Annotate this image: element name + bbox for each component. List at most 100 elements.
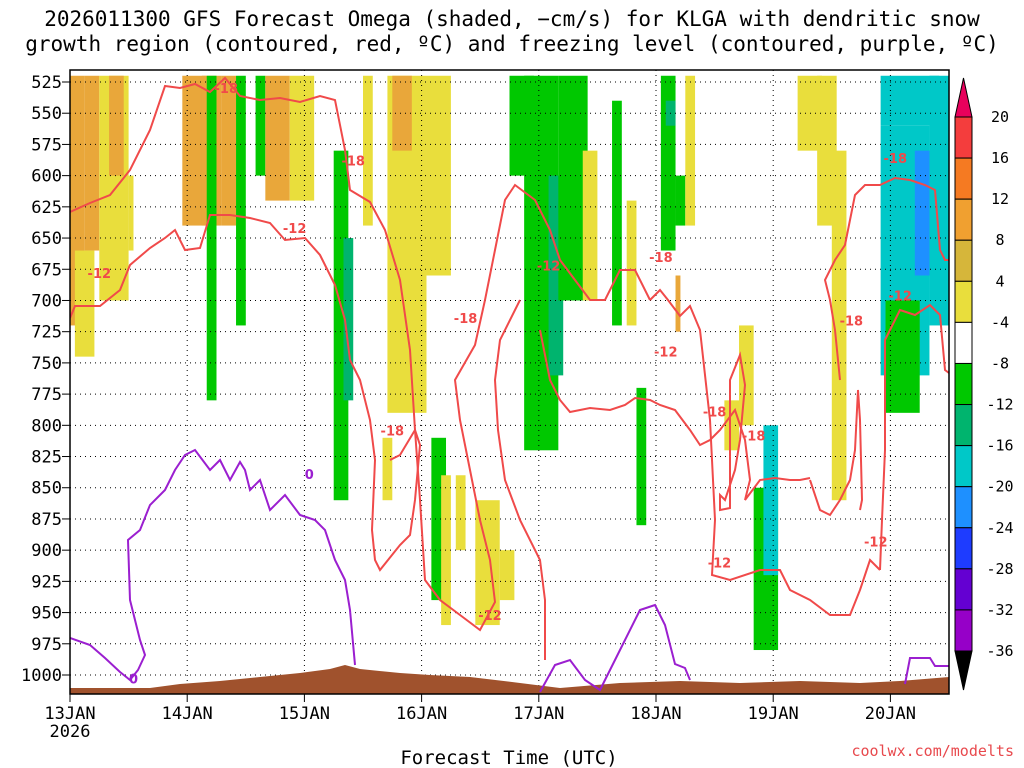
chart-title-line1: 2026011300 GFS Forecast Omega (shaded, −… bbox=[44, 7, 980, 31]
omega-cell bbox=[929, 75, 949, 326]
y-tick-label: 550 bbox=[31, 104, 62, 124]
colorbar-bin bbox=[954, 609, 973, 652]
dgz-contour-label: -18 bbox=[703, 406, 727, 421]
colorbar-label: -36 bbox=[986, 642, 1013, 660]
plot-frame bbox=[69, 69, 950, 695]
dendritic-growth-contours bbox=[70, 76, 949, 660]
omega-cell bbox=[626, 200, 637, 326]
dgz-contour-label: -18 bbox=[742, 429, 766, 444]
y-tick-label: 850 bbox=[31, 479, 62, 499]
x-tick-sublabel: 2026 bbox=[50, 722, 91, 742]
dgz-contour-label: -12 bbox=[864, 535, 888, 550]
colorbar-label: 4 bbox=[995, 272, 1004, 290]
dgz-contour-label: -12 bbox=[283, 222, 307, 237]
omega-cell bbox=[221, 75, 237, 226]
colorbar-bin bbox=[954, 239, 973, 282]
freezing-contour-labels: 00 bbox=[129, 468, 314, 688]
omega-cell bbox=[289, 75, 315, 201]
x-tick-label: 20JAN bbox=[865, 704, 916, 724]
y-tick-label: 650 bbox=[31, 229, 62, 249]
y-tick-label: 625 bbox=[31, 198, 62, 218]
colorbar-bin bbox=[954, 445, 973, 488]
omega-shading-layer bbox=[70, 75, 949, 651]
y-tick-label: 800 bbox=[31, 416, 62, 436]
omega-cell bbox=[128, 175, 134, 251]
colorbar-bin bbox=[954, 321, 973, 364]
omega-cell bbox=[675, 275, 681, 332]
dgz-contour-label: -18 bbox=[341, 155, 365, 170]
y-tick-label: 525 bbox=[31, 73, 62, 93]
freezing-contour-label: 0 bbox=[129, 673, 138, 688]
omega-cell bbox=[675, 175, 686, 226]
y-tick-label: 575 bbox=[31, 135, 62, 155]
omega-cell bbox=[343, 238, 354, 401]
chart-title-line2: growth region (contoured, red, ºC) and f… bbox=[25, 32, 999, 56]
dgz-contour-label: -12 bbox=[708, 557, 732, 572]
dgz-contour-label: -18 bbox=[381, 424, 405, 439]
colorbar-label: -16 bbox=[986, 437, 1013, 455]
y-tick-label: 600 bbox=[31, 167, 62, 187]
dgz-contour-label: -12 bbox=[654, 346, 678, 361]
omega-cell bbox=[499, 550, 515, 601]
colorbar-label: -12 bbox=[986, 396, 1013, 414]
omega-cell bbox=[724, 400, 740, 451]
colorbar-label: -24 bbox=[986, 519, 1013, 537]
x-tick-label: 13JAN bbox=[44, 704, 95, 724]
omega-cell bbox=[236, 75, 246, 326]
y-tick-label: 775 bbox=[31, 385, 62, 405]
y-tick-label: 725 bbox=[31, 323, 62, 343]
omega-cell bbox=[363, 75, 373, 226]
colorbar-bin bbox=[954, 198, 973, 241]
dgz-contour-labels: -18 -12 -12 -18 -18 -18 -12 -12 -18 -12 -18 -18 -12 -… bbox=[88, 82, 912, 624]
colorbar-label: 12 bbox=[991, 190, 1009, 208]
colorbar-bin bbox=[954, 404, 973, 447]
freezing-contour-label: 0 bbox=[305, 468, 314, 483]
omega-cell bbox=[84, 75, 100, 251]
y-tick-label: 950 bbox=[31, 604, 62, 624]
omega-colorbar: 20 16 12 8 4 -4 -8 -12 -16 -20 -24 -28 -32 -36 bbox=[954, 77, 1014, 691]
pressure-axis: 525 550 575 600 625 650 675 700 725 750 775 800 825 8… bbox=[21, 73, 70, 686]
dgz-contour-label: -18 bbox=[840, 314, 864, 329]
gridlines bbox=[70, 70, 949, 694]
omega-cell bbox=[255, 75, 266, 176]
dgz-contour-label: -18 bbox=[649, 251, 673, 266]
dgz-contour-label: -12 bbox=[537, 260, 561, 275]
x-tick-label: 17JAN bbox=[513, 704, 564, 724]
colorbar-bin bbox=[954, 157, 973, 200]
x-tick-label: 18JAN bbox=[630, 704, 681, 724]
dgz-contour-label: -12 bbox=[88, 267, 112, 282]
omega-cell bbox=[206, 75, 217, 401]
colorbar-bin bbox=[954, 527, 973, 570]
colorbar-bin bbox=[954, 280, 973, 323]
omega-cell bbox=[636, 387, 647, 526]
y-tick-label: 700 bbox=[31, 291, 62, 311]
x-axis-title: Forecast Time (UTC) bbox=[400, 747, 617, 768]
colorbar-label: 8 bbox=[995, 231, 1004, 249]
omega-cell bbox=[74, 250, 95, 357]
dgz-contour-label: -12 bbox=[478, 609, 502, 624]
credit-text: coolwx.com/modelts bbox=[851, 742, 1014, 760]
colorbar-bottom-arrow bbox=[954, 650, 973, 691]
y-tick-label: 675 bbox=[31, 260, 62, 280]
plot-area: -18 -12 -12 -18 -18 -18 -12 -12 -18 -12 -18 -18 -12 -… bbox=[70, 70, 949, 694]
y-tick-label: 875 bbox=[31, 510, 62, 530]
x-tick-label: 19JAN bbox=[748, 704, 799, 724]
x-tick-label: 15JAN bbox=[279, 704, 330, 724]
omega-cell bbox=[685, 75, 696, 226]
colorbar-label: 16 bbox=[991, 149, 1009, 167]
omega-cell bbox=[582, 150, 598, 301]
y-tick-label: 925 bbox=[31, 572, 62, 592]
colorbar-bin bbox=[954, 362, 973, 406]
colorbar-label: -28 bbox=[986, 560, 1013, 578]
colorbar-top-arrow bbox=[954, 77, 973, 118]
omega-cell bbox=[265, 75, 290, 201]
colorbar-label: -20 bbox=[986, 478, 1013, 496]
y-tick-label: 900 bbox=[31, 541, 62, 561]
y-tick-label: 975 bbox=[31, 635, 62, 655]
omega-cell bbox=[441, 475, 451, 626]
omega-cell bbox=[455, 475, 466, 551]
omega-cell bbox=[612, 100, 622, 326]
y-tick-label: 750 bbox=[31, 354, 62, 374]
